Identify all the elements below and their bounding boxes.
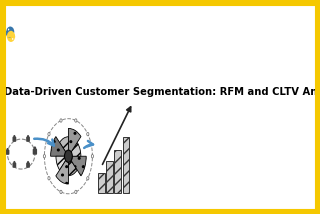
Wedge shape xyxy=(68,156,86,176)
Circle shape xyxy=(48,132,50,136)
FancyBboxPatch shape xyxy=(6,150,9,155)
FancyBboxPatch shape xyxy=(106,160,113,193)
FancyBboxPatch shape xyxy=(33,149,37,155)
Circle shape xyxy=(27,135,29,138)
FancyBboxPatch shape xyxy=(12,137,16,142)
Circle shape xyxy=(8,28,9,31)
FancyBboxPatch shape xyxy=(26,163,30,168)
Circle shape xyxy=(60,190,62,194)
FancyBboxPatch shape xyxy=(114,150,121,193)
Circle shape xyxy=(13,135,15,138)
Circle shape xyxy=(27,161,29,164)
Wedge shape xyxy=(56,156,68,184)
Wedge shape xyxy=(60,137,68,156)
Text: Data-Driven Customer Segmentation: RFM and CLTV Analysis Using Python: Data-Driven Customer Segmentation: RFM a… xyxy=(4,87,320,97)
Circle shape xyxy=(87,132,89,136)
Circle shape xyxy=(91,155,93,158)
Wedge shape xyxy=(51,137,68,156)
Circle shape xyxy=(48,177,50,180)
Circle shape xyxy=(75,190,77,194)
Circle shape xyxy=(87,177,89,180)
FancyBboxPatch shape xyxy=(123,137,129,193)
Wedge shape xyxy=(7,31,15,37)
Wedge shape xyxy=(56,156,68,170)
Circle shape xyxy=(34,146,36,151)
Wedge shape xyxy=(68,156,77,176)
Wedge shape xyxy=(68,128,81,156)
Circle shape xyxy=(60,119,62,122)
Circle shape xyxy=(13,161,15,164)
Circle shape xyxy=(12,38,13,40)
Wedge shape xyxy=(5,31,14,38)
Circle shape xyxy=(6,148,9,151)
FancyBboxPatch shape xyxy=(98,173,105,193)
Circle shape xyxy=(65,150,72,162)
FancyBboxPatch shape xyxy=(12,163,16,168)
Ellipse shape xyxy=(6,27,14,37)
Ellipse shape xyxy=(7,31,15,42)
FancyBboxPatch shape xyxy=(26,137,30,142)
Circle shape xyxy=(75,119,77,122)
Wedge shape xyxy=(68,143,81,156)
Circle shape xyxy=(43,155,45,158)
